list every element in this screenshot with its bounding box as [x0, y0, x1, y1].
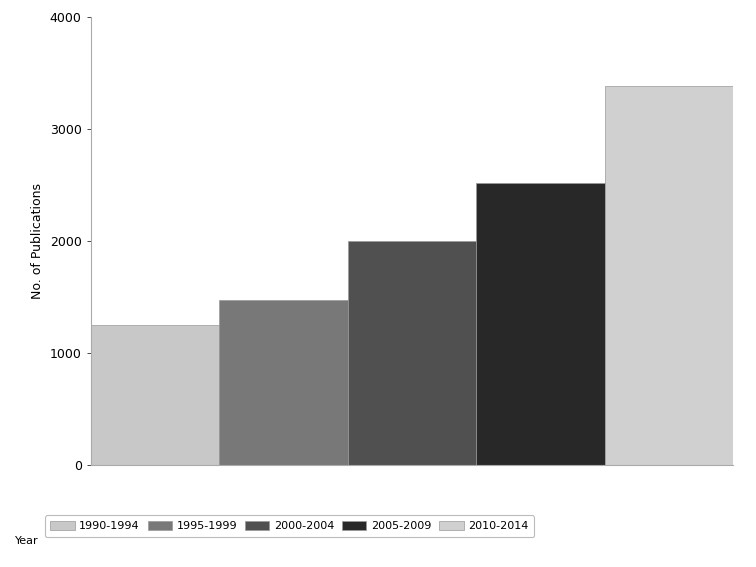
- Legend: 1990-1994, 1995-1999, 2000-2004, 2005-2009, 2010-2014: 1990-1994, 1995-1999, 2000-2004, 2005-20…: [45, 515, 534, 537]
- Text: Year: Year: [15, 536, 39, 547]
- Bar: [476, 183, 605, 465]
- Bar: [219, 301, 348, 465]
- Bar: [91, 325, 219, 465]
- Y-axis label: No. of Publications: No. of Publications: [31, 183, 45, 299]
- Bar: [348, 241, 476, 465]
- Bar: [605, 86, 733, 465]
